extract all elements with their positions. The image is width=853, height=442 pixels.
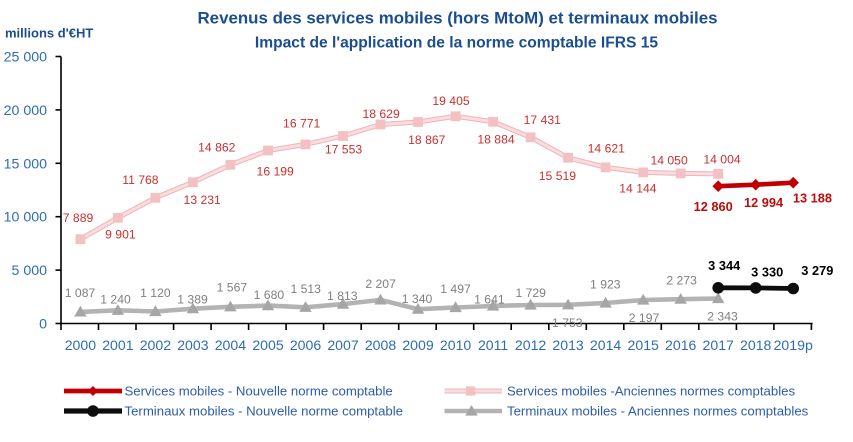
svg-text:2014: 2014 — [590, 337, 622, 353]
svg-text:9 901: 9 901 — [105, 227, 136, 241]
svg-text:1 513: 1 513 — [290, 282, 321, 296]
svg-text:2000: 2000 — [65, 337, 97, 353]
svg-text:2011: 2011 — [478, 337, 508, 353]
svg-text:25 000: 25 000 — [4, 50, 48, 66]
svg-text:1 389: 1 389 — [177, 292, 208, 306]
svg-text:3 279: 3 279 — [801, 263, 833, 278]
svg-text:2009: 2009 — [402, 337, 434, 353]
svg-text:1 641: 1 641 — [474, 292, 505, 306]
svg-text:2004: 2004 — [215, 337, 247, 353]
svg-text:2010: 2010 — [440, 337, 472, 353]
svg-text:1 240: 1 240 — [100, 293, 131, 307]
svg-text:11 768: 11 768 — [122, 173, 159, 187]
svg-text:1 680: 1 680 — [254, 288, 285, 302]
svg-text:17 553: 17 553 — [325, 142, 362, 156]
svg-text:14 862: 14 862 — [198, 141, 235, 155]
svg-text:Terminaux mobiles - Anciennes: Terminaux mobiles - Anciennes normes com… — [507, 404, 809, 419]
svg-text:14 050: 14 050 — [650, 153, 687, 167]
svg-text:13 231: 13 231 — [184, 193, 221, 207]
svg-text:2 207: 2 207 — [365, 277, 396, 291]
svg-text:2006: 2006 — [290, 337, 322, 353]
svg-text:Impact de l'application de la: Impact de l'application de la norme comp… — [255, 35, 659, 52]
svg-text:Terminaux mobiles - Nouvelle n: Terminaux mobiles - Nouvelle norme compt… — [125, 404, 404, 419]
svg-text:2019p: 2019p — [774, 337, 813, 353]
svg-text:1 567: 1 567 — [217, 281, 248, 295]
svg-text:2008: 2008 — [365, 337, 397, 353]
svg-text:7 889: 7 889 — [63, 211, 94, 225]
svg-text:2 343: 2 343 — [707, 310, 738, 324]
svg-text:19 405: 19 405 — [432, 94, 469, 108]
svg-text:millions d'€HT: millions d'€HT — [5, 26, 93, 41]
svg-text:2007: 2007 — [327, 337, 359, 353]
svg-text:Services mobiles - Nouvelle no: Services mobiles - Nouvelle norme compta… — [125, 384, 393, 399]
svg-text:15 000: 15 000 — [4, 156, 48, 172]
svg-text:2002: 2002 — [140, 337, 172, 353]
svg-text:2005: 2005 — [252, 337, 284, 353]
svg-text:2013: 2013 — [552, 337, 584, 353]
svg-text:1 923: 1 923 — [590, 278, 621, 292]
svg-text:18 629: 18 629 — [362, 107, 399, 121]
svg-text:12 860: 12 860 — [694, 199, 733, 214]
svg-text:1 753: 1 753 — [552, 316, 583, 330]
svg-text:18 867: 18 867 — [408, 133, 445, 147]
svg-text:15 519: 15 519 — [539, 169, 576, 183]
svg-text:17 431: 17 431 — [524, 113, 561, 127]
svg-text:2003: 2003 — [177, 337, 209, 353]
svg-text:10 000: 10 000 — [4, 210, 48, 226]
svg-text:2001: 2001 — [102, 337, 134, 353]
svg-text:2012: 2012 — [515, 337, 547, 353]
svg-text:3 330: 3 330 — [751, 265, 783, 280]
svg-text:1 340: 1 340 — [402, 292, 433, 306]
svg-text:Revenus des services mobiles (: Revenus des services mobiles (hors MtoM)… — [197, 9, 717, 28]
svg-text:13 188: 13 188 — [793, 190, 832, 205]
svg-text:3 344: 3 344 — [708, 258, 741, 273]
svg-text:12 994: 12 994 — [744, 195, 784, 210]
svg-text:1 120: 1 120 — [140, 286, 171, 300]
svg-text:1 729: 1 729 — [515, 286, 546, 300]
svg-text:16 771: 16 771 — [283, 117, 320, 131]
svg-text:2017: 2017 — [703, 337, 735, 353]
svg-text:1 497: 1 497 — [440, 282, 471, 296]
svg-text:18 884: 18 884 — [477, 132, 514, 146]
svg-text:1 813: 1 813 — [327, 289, 358, 303]
svg-text:2018: 2018 — [740, 337, 772, 353]
svg-text:Services mobiles -Anciennes no: Services mobiles -Anciennes normes compt… — [507, 384, 795, 399]
svg-text:2 197: 2 197 — [629, 311, 660, 325]
svg-text:1 087: 1 087 — [65, 286, 96, 300]
svg-text:14 144: 14 144 — [619, 181, 656, 195]
svg-text:2016: 2016 — [665, 337, 697, 353]
svg-text:0: 0 — [39, 317, 47, 333]
svg-text:14 621: 14 621 — [588, 141, 625, 155]
svg-text:2015: 2015 — [628, 337, 660, 353]
svg-text:14 004: 14 004 — [703, 153, 740, 167]
svg-text:5 000: 5 000 — [11, 263, 47, 279]
svg-text:16 199: 16 199 — [257, 165, 294, 179]
svg-text:2 273: 2 273 — [666, 273, 697, 287]
svg-text:20 000: 20 000 — [4, 103, 48, 119]
